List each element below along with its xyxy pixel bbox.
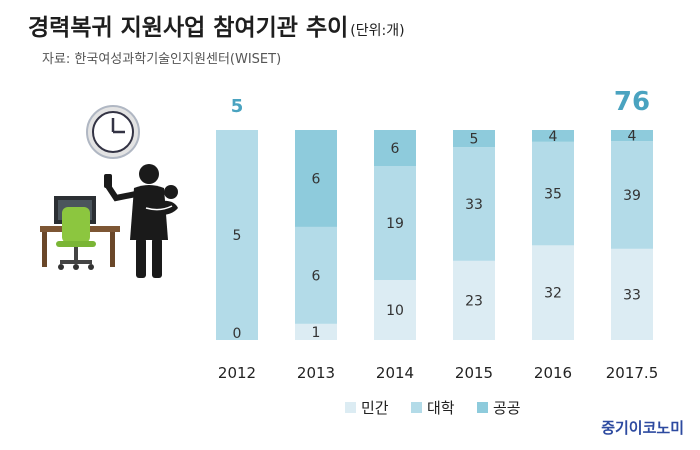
bar-value-label: 5 (470, 132, 479, 148)
x-tick-label: 2012 (218, 364, 256, 382)
bar-value-label: 1 (312, 325, 321, 341)
bar-segment (374, 130, 416, 166)
bar-segment (611, 248, 653, 340)
total-label: 5 (231, 96, 244, 117)
clock-icon (86, 105, 140, 159)
bar-segment (532, 141, 574, 246)
bar-value-label: 6 (391, 141, 400, 157)
bar-value-label: 5 (233, 228, 242, 244)
bar-value-label: 10 (386, 303, 404, 319)
legend-swatch (477, 402, 488, 413)
bar-value-label: 32 (544, 286, 562, 302)
bar-segment (532, 245, 574, 340)
bar-value-label: 19 (386, 216, 404, 232)
chart-title-text: 경력복귀 지원사업 참여기관 추이 (28, 15, 349, 41)
bar-segment (295, 323, 337, 340)
bar-segment (216, 130, 258, 340)
x-tick-label: 2015 (455, 364, 493, 382)
bar-value-label: 4 (628, 129, 637, 145)
bar-segment (453, 260, 495, 340)
bar-value-label: 33 (465, 197, 483, 213)
illustration (40, 105, 178, 278)
bar-segment (374, 280, 416, 340)
x-tick-label: 2016 (534, 364, 572, 382)
bar-value-label: 4 (549, 129, 558, 145)
bar-value-label: 23 (465, 293, 483, 309)
legend-label: 민간 (361, 399, 389, 417)
bar-segment (453, 147, 495, 261)
bar-segment (453, 130, 495, 148)
bar-segment (532, 130, 574, 142)
total-label: 76 (614, 87, 650, 117)
bar-value-label: 33 (623, 287, 641, 303)
x-tick-label: 2014 (376, 364, 414, 382)
bar-segment (611, 130, 653, 142)
bar-value-label: 6 (312, 171, 321, 187)
bar-segment (295, 226, 337, 324)
legend-swatch (411, 402, 422, 413)
chart-unit: (단위:개) (350, 23, 405, 39)
bar-value-label: 0 (233, 326, 242, 342)
parent-with-baby-icon (104, 164, 178, 278)
office-chair-icon (56, 207, 96, 270)
bar-value-label: 39 (623, 188, 641, 204)
source-note: 자료: 한국여성과학기술인지원센터(WISET) (42, 52, 282, 67)
x-tick-label: 2017.5 (606, 364, 659, 382)
chart-title: 경력복귀 지원사업 참여기관 추이 (단위:개) (28, 8, 405, 42)
bar-value-label: 35 (544, 187, 562, 203)
legend-label: 대학 (427, 399, 455, 417)
bar-segment (295, 130, 337, 227)
x-tick-label: 2013 (297, 364, 335, 382)
bar-segment (374, 166, 416, 280)
legend-label: 공공 (493, 399, 521, 417)
brand-logo: 중기이코노미 (601, 419, 684, 437)
bar-value-label: 6 (312, 268, 321, 284)
bar-segment (611, 141, 653, 249)
legend-swatch (345, 402, 356, 413)
